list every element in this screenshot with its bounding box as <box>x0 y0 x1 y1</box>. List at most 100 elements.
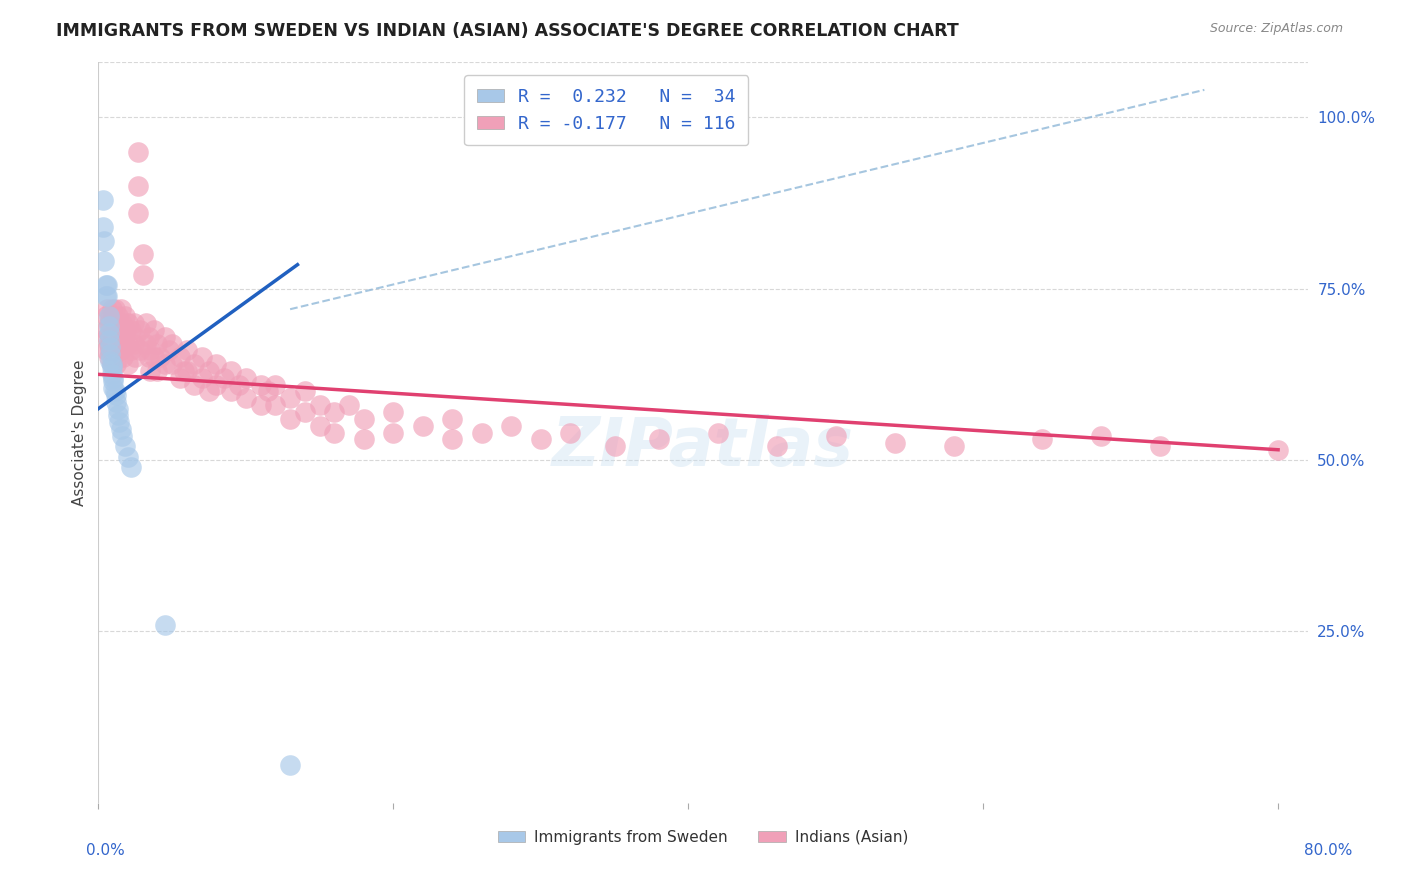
Point <box>101 374 124 388</box>
Point <box>98 340 121 354</box>
Point <box>471 425 494 440</box>
Legend: Immigrants from Sweden, Indians (Asian): Immigrants from Sweden, Indians (Asian) <box>492 823 914 851</box>
Point <box>278 392 301 406</box>
Point <box>94 323 117 337</box>
Point <box>139 364 162 378</box>
Point <box>97 319 120 334</box>
Point <box>127 145 149 159</box>
Point <box>198 364 221 378</box>
Point <box>308 418 330 433</box>
Point <box>100 357 122 371</box>
Text: 0.0%: 0.0% <box>86 843 125 858</box>
Point <box>104 384 127 399</box>
Point <box>114 309 136 323</box>
Point <box>100 357 122 371</box>
Point <box>160 336 183 351</box>
Point <box>648 433 671 447</box>
Point <box>382 425 405 440</box>
Point <box>100 368 122 382</box>
Text: IMMIGRANTS FROM SWEDEN VS INDIAN (ASIAN) ASSOCIATE'S DEGREE CORRELATION CHART: IMMIGRANTS FROM SWEDEN VS INDIAN (ASIAN)… <box>56 22 959 40</box>
Point <box>212 371 235 385</box>
Point <box>249 398 271 412</box>
Point <box>146 364 169 378</box>
Point <box>94 288 117 302</box>
Point <box>97 309 120 323</box>
Point <box>115 323 138 337</box>
Point <box>176 343 198 358</box>
Point <box>382 405 405 419</box>
Point <box>138 329 160 343</box>
Point <box>278 758 301 772</box>
Point <box>143 350 166 364</box>
Point <box>97 333 120 347</box>
Point <box>257 384 280 399</box>
Text: 80.0%: 80.0% <box>1305 843 1353 858</box>
Point <box>169 350 191 364</box>
Point <box>157 343 180 358</box>
Point <box>107 401 129 416</box>
Point <box>110 302 132 317</box>
Point <box>942 439 965 453</box>
Point <box>765 439 787 453</box>
Point <box>1090 429 1112 443</box>
Point <box>1031 433 1053 447</box>
Point <box>100 360 122 375</box>
Point <box>98 347 121 361</box>
Point <box>131 268 153 282</box>
Point <box>205 377 228 392</box>
Point <box>104 323 127 337</box>
Point <box>112 329 135 343</box>
Point <box>94 343 117 358</box>
Point <box>96 288 118 302</box>
Point <box>824 429 846 443</box>
Point <box>97 326 120 341</box>
Point <box>98 353 121 368</box>
Point <box>219 364 242 378</box>
Point <box>183 377 205 392</box>
Point <box>97 316 120 330</box>
Point <box>98 343 121 358</box>
Point <box>105 357 128 371</box>
Point <box>105 316 128 330</box>
Point <box>264 377 287 392</box>
Point <box>501 418 523 433</box>
Point <box>603 439 626 453</box>
Point <box>101 350 124 364</box>
Point <box>91 219 114 234</box>
Point <box>183 357 205 371</box>
Point <box>117 336 139 351</box>
Point <box>153 617 176 632</box>
Point <box>105 394 128 409</box>
Point <box>105 336 128 351</box>
Point <box>120 459 142 474</box>
Point <box>93 234 115 248</box>
Point <box>441 433 464 447</box>
Point <box>146 336 169 351</box>
Point <box>294 405 316 419</box>
Point <box>235 392 257 406</box>
Point <box>93 254 115 268</box>
Point <box>108 415 131 429</box>
Point <box>249 377 271 392</box>
Point <box>96 302 118 317</box>
Point <box>127 206 149 220</box>
Point <box>235 371 257 385</box>
Point <box>412 418 434 433</box>
Point <box>131 247 153 261</box>
Point <box>101 371 124 385</box>
Point <box>120 323 142 337</box>
Point <box>124 329 146 343</box>
Point <box>112 350 135 364</box>
Text: Source: ZipAtlas.com: Source: ZipAtlas.com <box>1209 22 1343 36</box>
Point <box>135 336 157 351</box>
Point <box>107 409 129 423</box>
Point <box>143 323 166 337</box>
Point <box>101 329 124 343</box>
Point <box>169 371 191 385</box>
Point <box>100 302 122 317</box>
Point <box>205 357 228 371</box>
Point <box>94 278 117 293</box>
Point <box>111 316 134 330</box>
Text: ZIPatlas: ZIPatlas <box>553 415 853 481</box>
Point <box>101 309 124 323</box>
